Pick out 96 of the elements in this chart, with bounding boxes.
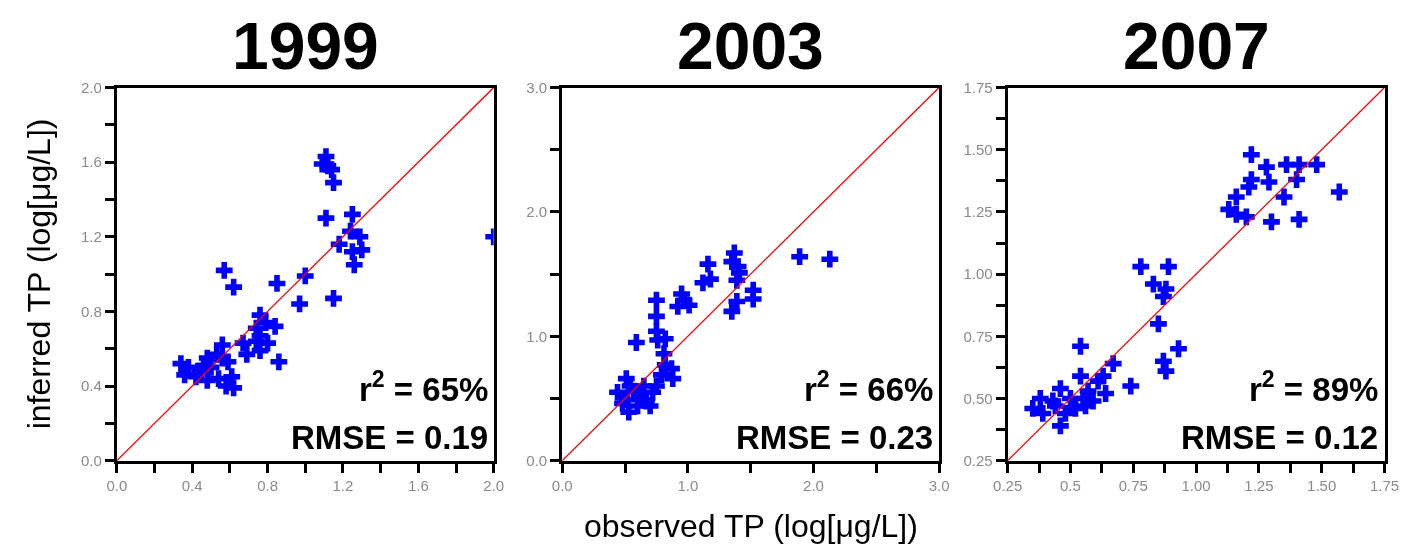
point — [345, 256, 363, 274]
point — [1157, 362, 1175, 380]
point — [1052, 380, 1069, 397]
point — [641, 397, 659, 415]
point — [1260, 173, 1278, 191]
y-tick-label: 1.2 — [80, 228, 102, 246]
point — [238, 345, 256, 363]
point — [343, 205, 361, 223]
point — [1290, 210, 1308, 228]
x-tick-label: 2.0 — [483, 476, 505, 494]
point — [325, 289, 342, 307]
y-tick-label: 0.4 — [80, 377, 102, 395]
point — [1263, 213, 1280, 231]
point — [1044, 392, 1062, 410]
point — [219, 353, 237, 371]
x-tick-label: 1.2 — [332, 476, 354, 494]
point — [1097, 385, 1115, 402]
point — [1104, 355, 1122, 373]
y-tick-label: 3.0 — [526, 78, 548, 96]
point — [215, 261, 233, 279]
annotation: r$^{2}$ = 65% — [359, 366, 489, 408]
point — [653, 366, 670, 384]
annotation: r$^{2}$ = 66% — [804, 366, 934, 408]
point — [627, 334, 645, 351]
annotation: RMSE = 0.23 — [736, 419, 934, 456]
chart-title: 2003 — [677, 9, 824, 83]
point — [225, 278, 243, 296]
point — [1150, 315, 1167, 333]
y-tick-label: 1.00 — [963, 265, 993, 283]
point — [1160, 258, 1177, 276]
x-tick-label: 1.00 — [1181, 476, 1211, 494]
point — [1144, 275, 1162, 293]
point — [1089, 372, 1107, 390]
point — [648, 291, 665, 309]
x-tick-label: 0.8 — [257, 476, 278, 494]
point — [1024, 400, 1042, 417]
x-tick-label: 2.0 — [803, 476, 824, 494]
point — [1072, 367, 1089, 385]
point — [1258, 158, 1275, 176]
x-tick-label: 0.0 — [106, 476, 128, 494]
annotation: RMSE = 0.19 — [291, 419, 489, 456]
x-tick-label: 1.6 — [407, 476, 429, 494]
x-tick-label: 0.5 — [1060, 476, 1081, 494]
y-tick-label: 1.0 — [526, 327, 548, 345]
x-tick-label: 1.0 — [677, 476, 699, 494]
x-axis-title: observed TP (log[μg/L]) — [584, 508, 918, 544]
y-tick-label: 1.75 — [963, 78, 993, 96]
chart-title: 1999 — [232, 9, 379, 83]
y-tick-label: 0.75 — [963, 327, 993, 345]
point — [664, 370, 682, 387]
point — [791, 248, 809, 266]
y-tick-label: 2.0 — [80, 78, 102, 96]
point — [1330, 183, 1348, 201]
point — [1052, 417, 1069, 435]
point — [268, 275, 286, 292]
annotation: RMSE = 0.12 — [1181, 419, 1379, 456]
point — [1227, 188, 1245, 206]
y-tick-label: 2.0 — [526, 203, 548, 221]
y-tick-label: 0.0 — [80, 451, 102, 469]
x-tick-label: 3.0 — [928, 476, 950, 494]
x-tick-label: 1.50 — [1307, 476, 1337, 494]
point — [1034, 405, 1052, 422]
point — [317, 209, 335, 227]
point — [270, 353, 288, 371]
y-tick-label: 1.25 — [963, 203, 993, 221]
point — [1057, 405, 1074, 422]
y-tick-label: 1.50 — [963, 140, 993, 158]
point — [1237, 208, 1255, 226]
chart-title: 2007 — [1123, 9, 1270, 83]
point — [675, 291, 693, 309]
point — [325, 174, 342, 192]
y-tick-label: 1.6 — [80, 153, 102, 171]
x-tick-label: 1.25 — [1244, 476, 1274, 494]
point — [821, 250, 839, 268]
point — [351, 228, 369, 246]
y-tick-label: 0.8 — [80, 302, 102, 320]
x-tick-label: 0.4 — [181, 476, 203, 494]
point — [1072, 337, 1089, 355]
point — [1132, 258, 1150, 276]
point — [1275, 188, 1293, 206]
point — [291, 295, 308, 313]
x-tick-label: 0.0 — [551, 476, 573, 494]
annotation: r$^{2}$ = 89% — [1249, 366, 1379, 408]
y-tick-label: 0.25 — [963, 451, 993, 469]
x-tick-label: 0.25 — [993, 476, 1023, 494]
x-tick-label: 1.75 — [1369, 476, 1400, 494]
y-tick-label: 0.0 — [526, 451, 548, 469]
point — [1242, 146, 1260, 164]
y-tick-label: 0.50 — [963, 389, 993, 407]
point — [699, 255, 717, 273]
y-axis-title: inferred TP (log[μg/L]) — [21, 118, 58, 430]
point — [609, 383, 626, 401]
point — [1170, 340, 1187, 358]
x-tick-label: 0.75 — [1118, 476, 1148, 494]
point — [723, 303, 741, 320]
point — [1122, 377, 1140, 395]
